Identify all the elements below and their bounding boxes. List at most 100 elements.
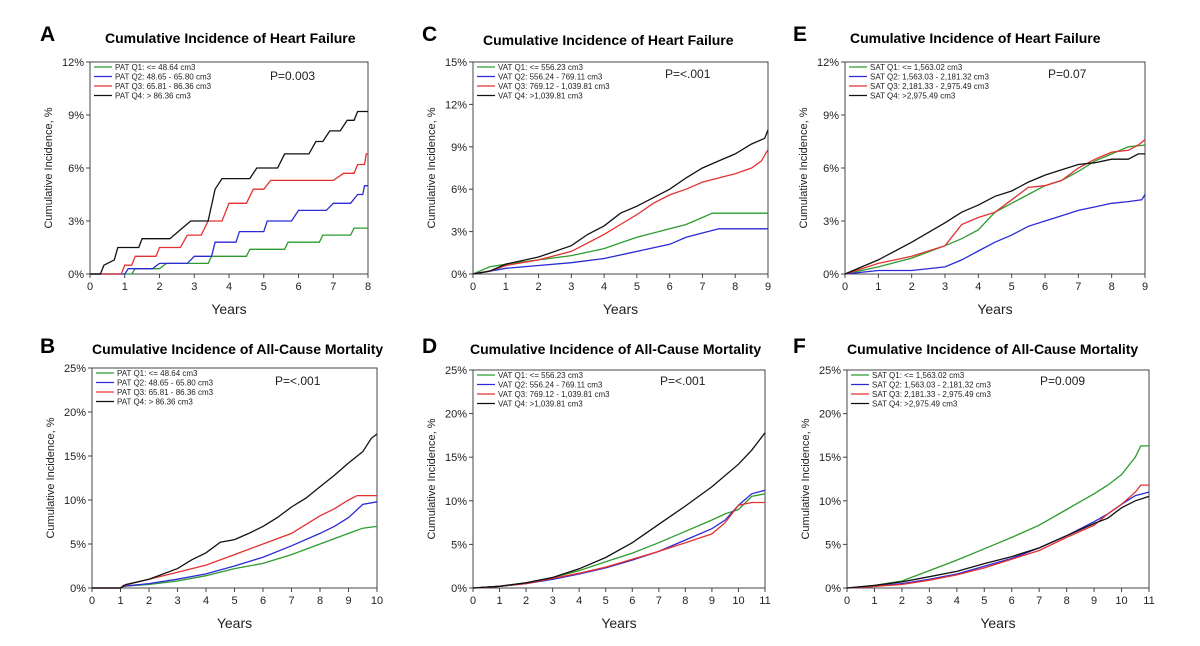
y-tick-label: 20% bbox=[819, 409, 841, 421]
series-line bbox=[90, 185, 368, 275]
x-tick-label: 6 bbox=[260, 595, 266, 607]
x-tick-label: 0 bbox=[842, 281, 848, 293]
x-tick-label: 10 bbox=[1115, 595, 1127, 607]
y-tick-label: 15% bbox=[445, 452, 467, 464]
y-tick-label: 5% bbox=[451, 539, 467, 551]
series-line bbox=[844, 194, 1146, 275]
panel-b: B Cumulative Incidence of All-Cause Mort… bbox=[0, 323, 395, 646]
x-tick-label: 7 bbox=[288, 595, 294, 607]
panel-d: D Cumulative Incidence of All-Cause Mort… bbox=[395, 323, 790, 646]
x-tick-label: 2 bbox=[523, 595, 529, 607]
x-tick-label: 4 bbox=[226, 281, 232, 293]
x-tick-label: 11 bbox=[759, 595, 770, 607]
x-tick-label: 3 bbox=[942, 281, 948, 293]
panel-letter: F bbox=[793, 335, 806, 358]
legend-label: VAT Q2: 556.24 - 769.11 cm3 bbox=[498, 73, 603, 82]
x-tick-label: 8 bbox=[732, 281, 738, 293]
p-value: P=0.07 bbox=[1048, 67, 1087, 81]
y-tick-label: 25% bbox=[819, 365, 841, 377]
y-tick-label: 15% bbox=[64, 451, 86, 463]
p-value: P=<.001 bbox=[660, 374, 706, 388]
x-tick-label: 1 bbox=[496, 595, 502, 607]
legend-label: SAT Q2: 1,563.03 - 2,181.32 cm3 bbox=[872, 381, 991, 390]
series-line bbox=[92, 501, 378, 589]
legend-label: SAT Q2: 1,563.03 - 2,181.32 cm3 bbox=[870, 73, 989, 82]
plot-frame bbox=[472, 369, 766, 589]
y-axis-label: Cumulative Incidence, % bbox=[43, 107, 55, 228]
series-line bbox=[90, 227, 368, 275]
x-tick-label: 3 bbox=[550, 595, 556, 607]
x-tick-label: 10 bbox=[371, 595, 383, 607]
y-tick-label: 6% bbox=[68, 163, 84, 175]
x-tick-label: 5 bbox=[231, 595, 237, 607]
panel-letter: A bbox=[40, 23, 56, 46]
series-line bbox=[472, 493, 766, 589]
p-value: P=0.003 bbox=[270, 69, 315, 83]
legend-label: PAT Q2: 48.65 - 65.80 cm3 bbox=[115, 73, 212, 82]
y-tick-label: 0% bbox=[823, 269, 839, 281]
x-axis-label: Years bbox=[603, 301, 638, 317]
x-tick-label: 6 bbox=[667, 281, 673, 293]
y-tick-label: 0% bbox=[68, 269, 84, 281]
y-tick-label: 3% bbox=[823, 216, 839, 228]
y-tick-label: 3% bbox=[451, 227, 467, 239]
series-line bbox=[472, 212, 768, 275]
x-tick-label: 9 bbox=[345, 595, 351, 607]
chart-title: Cumulative Incidence of Heart Failure bbox=[850, 30, 1101, 46]
x-tick-label: 6 bbox=[1009, 595, 1015, 607]
y-axis-label: Cumulative Incidence, % bbox=[798, 107, 810, 228]
x-tick-label: 2 bbox=[156, 281, 162, 293]
series-line bbox=[846, 491, 1150, 589]
chart-svg: 0 1 2 3 4 5 6 7 8 9 10 11 0% 5% 10% 15% 20% 25% Years Cumul… bbox=[426, 365, 771, 631]
chart-svg: 0 1 2 3 4 5 6 7 8 9 0% 3% 6% 9% 12% 15% Years Cumulative … bbox=[426, 57, 771, 317]
x-tick-label: 7 bbox=[699, 281, 705, 293]
x-tick-label: 3 bbox=[926, 595, 932, 607]
series-line bbox=[90, 110, 368, 275]
x-axis-label: Years bbox=[977, 301, 1012, 317]
x-tick-label: 0 bbox=[87, 281, 93, 293]
p-value: P=<.001 bbox=[665, 67, 711, 81]
x-tick-label: 8 bbox=[365, 281, 371, 293]
y-tick-label: 12% bbox=[817, 57, 839, 69]
x-tick-label: 10 bbox=[732, 595, 744, 607]
series-line bbox=[844, 144, 1146, 275]
x-tick-label: 8 bbox=[317, 595, 323, 607]
series-line bbox=[472, 489, 766, 589]
y-axis-label: Cumulative Incidence, % bbox=[800, 418, 812, 539]
x-tick-label: 4 bbox=[601, 281, 607, 293]
x-tick-label: 9 bbox=[1091, 595, 1097, 607]
legend-label: SAT Q4: >2,975.49 cm3 bbox=[870, 92, 956, 101]
series-line bbox=[472, 149, 769, 275]
panel-letter: E bbox=[793, 23, 808, 46]
y-tick-label: 25% bbox=[445, 365, 467, 377]
p-value: P=<.001 bbox=[275, 374, 321, 388]
y-tick-label: 10% bbox=[819, 496, 841, 508]
y-tick-label: 3% bbox=[68, 216, 84, 228]
legend-label: VAT Q1: <= 556.23 cm3 bbox=[498, 371, 583, 380]
x-tick-label: 7 bbox=[1075, 281, 1081, 293]
legend-label: VAT Q1: <= 556.23 cm3 bbox=[498, 63, 583, 72]
chart-title: Cumulative Incidence of All-Cause Mortal… bbox=[847, 341, 1139, 357]
x-tick-label: 4 bbox=[576, 595, 582, 607]
x-tick-label: 3 bbox=[568, 281, 574, 293]
x-axis-label: Years bbox=[980, 615, 1015, 631]
x-tick-label: 1 bbox=[122, 281, 128, 293]
y-tick-label: 0% bbox=[825, 583, 841, 595]
legend-label: VAT Q2: 556.24 - 769.11 cm3 bbox=[498, 381, 603, 390]
legend-label: PAT Q3: 65.81 - 86.36 cm3 bbox=[117, 388, 214, 397]
x-tick-label: 5 bbox=[1009, 281, 1015, 293]
x-tick-label: 8 bbox=[1064, 595, 1070, 607]
x-tick-label: 6 bbox=[295, 281, 301, 293]
x-tick-label: 5 bbox=[261, 281, 267, 293]
y-tick-label: 9% bbox=[68, 110, 84, 122]
x-tick-label: 7 bbox=[330, 281, 336, 293]
x-tick-label: 3 bbox=[191, 281, 197, 293]
y-tick-label: 12% bbox=[62, 57, 84, 69]
panel-letter: B bbox=[40, 335, 56, 358]
legend-label: PAT Q2: 48.65 - 65.80 cm3 bbox=[117, 379, 214, 388]
x-tick-label: 4 bbox=[954, 595, 960, 607]
legend-label: SAT Q1: <= 1,563.02 cm3 bbox=[872, 371, 965, 380]
x-tick-label: 6 bbox=[1042, 281, 1048, 293]
legend-label: VAT Q3: 769.12 - 1,039.81 cm3 bbox=[498, 390, 610, 399]
series-line bbox=[846, 495, 1150, 589]
